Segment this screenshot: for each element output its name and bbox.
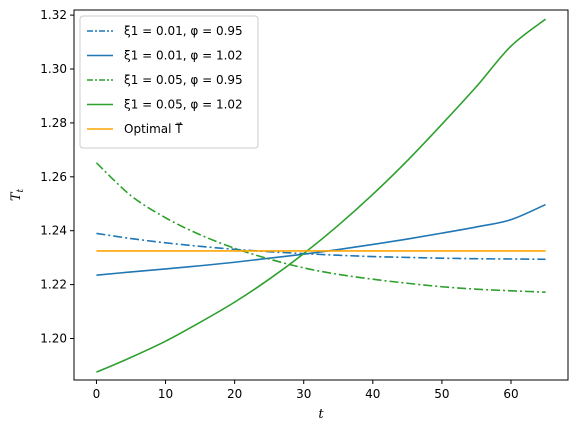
y-tick-label: 1.22 — [40, 278, 67, 292]
y-axis-label-sub: t — [16, 188, 26, 192]
y-tick-label: 1.30 — [40, 62, 67, 76]
legend-label: Optimal T⃗ — [124, 122, 183, 136]
y-axis: 1.20 1.22 1.24 1.26 1.28 1.30 1.32 — [40, 8, 74, 345]
series-layer — [95, 18, 547, 373]
legend-label: ξ1 = 0.05, φ = 1.02 — [124, 98, 243, 112]
axes-frame — [73, 9, 569, 381]
legend-label: ξ1 = 0.01, φ = 0.95 — [124, 24, 243, 38]
x-tick-label: 30 — [296, 387, 311, 401]
y-tick-label: 1.28 — [40, 116, 67, 130]
x-tick-label: 50 — [434, 387, 449, 401]
y-tick-label: 1.26 — [40, 170, 67, 184]
legend-box — [79, 15, 259, 149]
x-tick-label: 0 — [93, 387, 101, 401]
x-axis: 0 10 20 30 40 50 60 — [93, 380, 519, 401]
legend-label: ξ1 = 0.05, φ = 0.95 — [124, 73, 243, 87]
x-tick-label: 20 — [227, 387, 242, 401]
series-line-1 — [96, 232, 546, 261]
legend: ξ1 = 0.01, φ = 0.95 ξ1 = 0.01, φ = 1.02 ξ1… — [79, 15, 259, 149]
x-tick-label: 60 — [503, 387, 518, 401]
series-line-2 — [96, 203, 546, 276]
legend-label: ξ1 = 0.01, φ = 1.02 — [124, 49, 243, 63]
y-tick-label: 1.20 — [40, 331, 67, 345]
y-tick-label: 1.32 — [40, 8, 67, 22]
y-tick-label: 1.24 — [40, 224, 67, 238]
x-axis-label: t — [318, 407, 324, 422]
y-axis-label-main: T — [9, 191, 24, 201]
x-tick-label: 10 — [158, 387, 173, 401]
series-line-3 — [95, 162, 546, 293]
x-tick-label: 40 — [365, 387, 380, 401]
y-axis-label: Tt — [9, 188, 26, 201]
series-line-4 — [96, 18, 547, 373]
